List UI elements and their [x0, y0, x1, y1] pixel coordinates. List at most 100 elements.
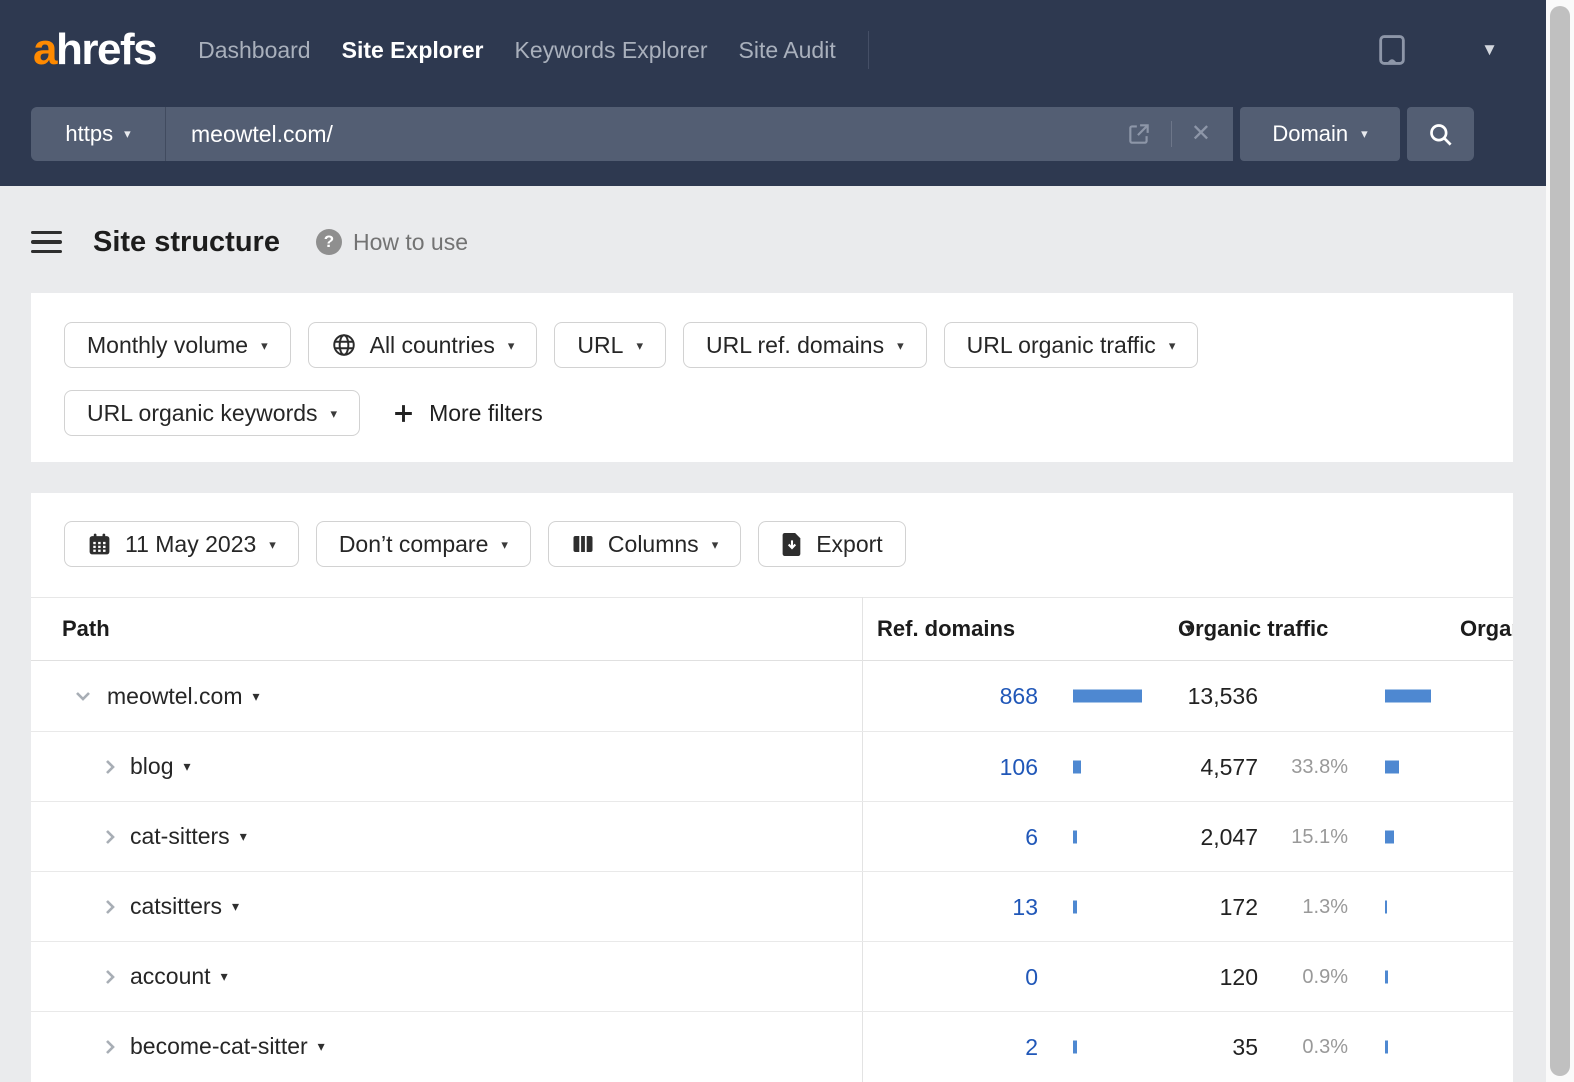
organic-traffic-bar — [1385, 689, 1431, 703]
chevron-down-icon: ▾ — [897, 338, 904, 353]
path-dropdown-caret-icon[interactable]: ▾ — [252, 687, 260, 704]
chevron-right-icon[interactable] — [98, 825, 122, 849]
ref-domains-value[interactable]: 6 — [1025, 824, 1038, 850]
scrollbar-track — [1546, 0, 1574, 1082]
path-dropdown-caret-icon[interactable]: ▾ — [239, 828, 247, 844]
countries-filter[interactable]: All countries ▾ — [307, 322, 538, 368]
chevron-down-icon: ▾ — [1168, 338, 1176, 353]
url-ref-domains-filter[interactable]: URL ref. domains ▾ — [682, 322, 927, 368]
more-filters-button[interactable]: More filters — [391, 400, 543, 427]
mode-dropdown[interactable]: Domain ▾ — [1240, 107, 1400, 161]
chevron-down-icon: ▾ — [507, 338, 515, 353]
globe-icon — [332, 334, 355, 356]
ref-domains-bar — [1073, 760, 1081, 773]
table-row: become-cat-sitter ▾ 2 35 0.3% — [31, 1011, 1513, 1081]
path-link[interactable]: account — [130, 963, 211, 989]
path-dropdown-caret-icon[interactable]: ▾ — [183, 758, 191, 774]
filters-panel: Monthly volume ▾ All countries ▾ URL ▾ URL … — [31, 293, 1513, 462]
chevron-down-icon: ▾ — [124, 126, 131, 141]
organic-traffic-bar — [1385, 1040, 1388, 1053]
url-input[interactable]: meowtel.com/ ✕ — [166, 107, 1233, 161]
nav-site-explorer[interactable]: Site Explorer — [341, 36, 484, 63]
date-label: 11 May 2023 — [125, 530, 257, 557]
col-header-ref-domains[interactable]: Ref. domains — [877, 616, 1016, 641]
path-link[interactable]: catsitters — [130, 893, 223, 919]
account-dropdown-caret-icon[interactable]: ▼ — [1481, 40, 1498, 59]
traffic-percent: 15.1% — [1291, 826, 1348, 848]
top-navbar: ahrefs Dashboard Site Explorer Keywords … — [0, 0, 1546, 186]
ref-domains-value[interactable]: 13 — [1012, 894, 1038, 920]
hamburger-menu-icon[interactable] — [31, 230, 62, 254]
ref-domains-value[interactable]: 106 — [999, 754, 1038, 780]
scrollbar-thumb[interactable] — [1550, 6, 1570, 1076]
ref-domains-value[interactable]: 2 — [1025, 1034, 1038, 1060]
logo-letter-a: a — [33, 25, 57, 74]
table-header: Path Ref. domains Organic traffic▾ Organ… — [31, 597, 1513, 661]
icon-separator — [1170, 121, 1172, 147]
path-link[interactable]: blog — [130, 753, 174, 779]
nav-divider — [867, 31, 869, 69]
chevron-down-icon: ▾ — [711, 537, 719, 552]
chevron-right-icon[interactable] — [98, 755, 122, 779]
nav-keywords-explorer[interactable]: Keywords Explorer — [514, 36, 708, 63]
date-picker-button[interactable]: 11 May 2023 ▾ — [64, 521, 299, 567]
column-divider — [862, 597, 863, 1082]
device-tablet-icon[interactable] — [1375, 33, 1409, 67]
path-dropdown-caret-icon[interactable]: ▾ — [232, 898, 240, 914]
monthly-volume-label: Monthly volume — [87, 331, 249, 358]
traffic-percent: 0.9% — [1302, 966, 1348, 988]
filter-row-1: Monthly volume ▾ All countries ▾ URL ▾ URL … — [64, 322, 1513, 368]
ref-domains-bar — [1073, 900, 1077, 913]
how-to-use-label: How to use — [352, 228, 469, 255]
url-filter[interactable]: URL ▾ — [554, 322, 666, 368]
search-button[interactable] — [1407, 107, 1474, 161]
chevron-right-icon[interactable] — [98, 1035, 122, 1059]
chevron-down-icon: ▾ — [501, 537, 508, 552]
export-button[interactable]: Export — [758, 521, 906, 567]
path-link[interactable]: meowtel.com — [107, 682, 243, 709]
ref-domains-value[interactable]: 0 — [1025, 964, 1038, 990]
ref-domains-bar — [1073, 1040, 1077, 1053]
ref-domains-bar — [1073, 689, 1142, 703]
compare-dropdown[interactable]: Don’t compare ▾ — [315, 521, 531, 567]
chevron-right-icon[interactable] — [98, 895, 122, 919]
page-title: Site structure — [93, 225, 280, 258]
path-link[interactable]: become-cat-sitter — [130, 1033, 308, 1059]
ref-domains-value[interactable]: 868 — [999, 683, 1038, 709]
path-dropdown-caret-icon[interactable]: ▾ — [220, 968, 228, 984]
url-filter-label: URL — [577, 331, 624, 358]
path-link[interactable]: cat-sitters — [130, 823, 230, 849]
url-organic-keywords-label: URL organic keywords — [87, 399, 318, 426]
protocol-dropdown[interactable]: https ▾ — [31, 107, 166, 161]
chevron-right-icon[interactable] — [98, 965, 122, 989]
clear-input-icon[interactable]: ✕ — [1190, 120, 1211, 147]
columns-button[interactable]: Columns ▾ — [547, 521, 742, 567]
ahrefs-logo[interactable]: ahrefs — [33, 25, 158, 75]
monthly-volume-filter[interactable]: Monthly volume ▾ — [64, 322, 291, 368]
table-row: blog ▾ 106 4,577 33.8% — [31, 731, 1513, 801]
countries-label: All countries — [369, 331, 495, 358]
chevron-down-icon[interactable] — [71, 684, 95, 708]
col-header-path: Path — [62, 616, 110, 641]
export-icon — [782, 532, 801, 556]
url-organic-traffic-filter[interactable]: URL organic traffic ▾ — [943, 322, 1199, 368]
ref-domains-bar — [1073, 830, 1077, 843]
organic-traffic-value: 2,047 — [1200, 824, 1258, 850]
mode-value: Domain — [1272, 121, 1349, 146]
more-filters-label: More filters — [429, 399, 543, 426]
compare-label: Don’t compare — [338, 530, 489, 557]
path-dropdown-caret-icon[interactable]: ▾ — [317, 1038, 325, 1054]
table-row: catsitters ▾ 13 172 1.3% — [31, 871, 1513, 941]
organic-traffic-value: 13,536 — [1187, 683, 1258, 709]
col-header-organic-keywords[interactable]: Organic keywords — [1460, 616, 1513, 641]
main-nav: Dashboard Site Explorer Keywords Explore… — [198, 37, 836, 64]
open-external-link-icon[interactable] — [1126, 121, 1152, 147]
table-row: meowtel.com ▾ 868 13,536 — [31, 661, 1513, 731]
nav-site-audit[interactable]: Site Audit — [738, 36, 836, 63]
calendar-icon — [89, 533, 110, 554]
url-organic-keywords-filter[interactable]: URL organic keywords ▾ — [64, 390, 361, 436]
search-icon — [1430, 123, 1452, 146]
nav-dashboard[interactable]: Dashboard — [198, 36, 311, 63]
columns-label: Columns — [607, 530, 699, 557]
how-to-use-link[interactable]: ? How to use — [315, 228, 469, 256]
